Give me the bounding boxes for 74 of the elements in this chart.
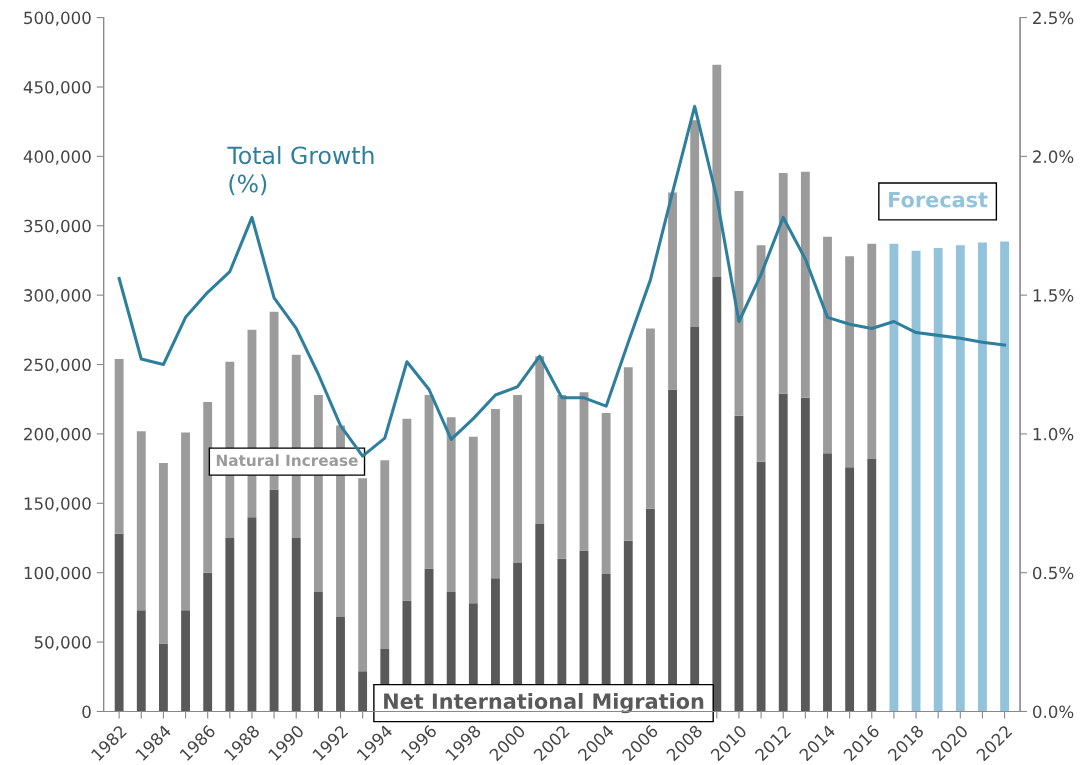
- bar: [690, 120, 700, 328]
- bar: [181, 432, 190, 611]
- bar: [1000, 241, 1010, 712]
- bar: [800, 171, 810, 398]
- bar: [955, 245, 965, 712]
- bar: [491, 408, 500, 579]
- series-label: Natural Increase: [216, 454, 358, 467]
- y2-tick-label: 0.0%: [1032, 705, 1074, 719]
- y2-tick-label: 1.5%: [1033, 289, 1074, 302]
- bar: [181, 610, 190, 712]
- y-tick-label: 500,000: [24, 11, 91, 26]
- bar: [845, 256, 855, 468]
- bar: [158, 463, 168, 644]
- bar: [668, 192, 677, 390]
- bar: [823, 453, 832, 712]
- bar: [823, 236, 832, 454]
- bar: [468, 436, 478, 604]
- y2-tick-label: 2.5%: [1033, 11, 1074, 25]
- y-tick-label: 50,000: [34, 636, 91, 651]
- bar: [933, 247, 943, 712]
- bar: [778, 173, 788, 394]
- bar: [380, 460, 390, 649]
- bar: [136, 610, 146, 712]
- y-tick-label: 0: [82, 705, 91, 719]
- series-label: Total Growth (%): [227, 145, 374, 196]
- bar: [712, 277, 722, 712]
- bar: [756, 245, 766, 462]
- bar: [535, 356, 545, 525]
- bar: [734, 415, 744, 712]
- y-tick-label: 450,000: [23, 80, 91, 96]
- bar: [225, 537, 235, 712]
- y-tick-label: 100,000: [24, 566, 91, 581]
- bar: [867, 243, 877, 459]
- bar: [291, 537, 301, 712]
- y-tick-label: 350,000: [24, 219, 91, 235]
- bar: [845, 467, 855, 712]
- bar: [557, 395, 567, 559]
- y-tick-label: 400,000: [23, 150, 91, 165]
- bar: [446, 417, 456, 593]
- bar: [358, 671, 368, 712]
- bar: [911, 250, 921, 712]
- bar: [203, 572, 213, 712]
- y2-tick-label: 2.0%: [1033, 150, 1074, 163]
- bar: [778, 393, 788, 712]
- y2-tick-label: 0.5%: [1032, 566, 1074, 580]
- bar: [247, 517, 257, 712]
- bar: [158, 643, 168, 712]
- bar: [114, 533, 124, 712]
- bar: [358, 478, 368, 672]
- bar: [601, 413, 611, 575]
- bar: [889, 243, 899, 712]
- bar: [269, 489, 279, 712]
- y2-tick-label: 1.0%: [1033, 427, 1074, 441]
- y-tick-label: 150,000: [24, 497, 91, 512]
- bar: [424, 395, 434, 569]
- bar: [867, 458, 877, 712]
- bar: [313, 592, 323, 712]
- bar: [114, 358, 124, 534]
- bar: [402, 418, 412, 601]
- bar: [712, 64, 722, 278]
- series-label: Forecast: [889, 192, 988, 208]
- bar: [513, 395, 523, 563]
- bar: [645, 328, 655, 509]
- bar: [800, 397, 810, 712]
- bar: [136, 431, 146, 611]
- bar: [336, 617, 345, 712]
- bar: [203, 401, 213, 573]
- bar: [756, 461, 766, 712]
- y-tick-label: 200,000: [24, 427, 91, 443]
- bar: [978, 242, 987, 712]
- y-tick-label: 250,000: [24, 358, 91, 373]
- bar: [623, 367, 633, 541]
- y-tick-label: 300,000: [24, 289, 91, 304]
- series-label: Net International Migration: [384, 692, 704, 714]
